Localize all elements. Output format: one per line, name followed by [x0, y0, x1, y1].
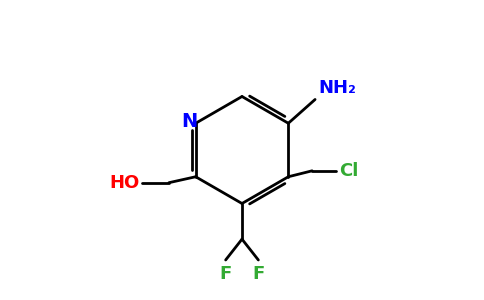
Text: N: N: [181, 112, 197, 131]
Text: NH₂: NH₂: [318, 79, 356, 97]
Text: F: F: [220, 265, 232, 283]
Text: HO: HO: [109, 174, 139, 192]
Text: F: F: [252, 265, 264, 283]
Text: Cl: Cl: [339, 162, 358, 180]
